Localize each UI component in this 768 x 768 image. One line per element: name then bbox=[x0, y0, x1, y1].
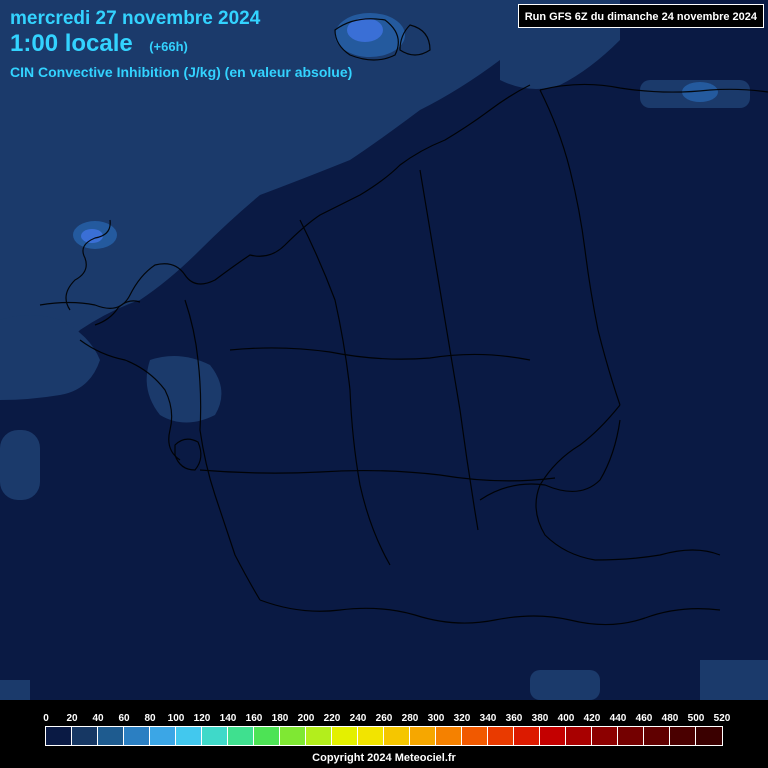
legend-swatch bbox=[46, 727, 72, 745]
legend-tick: 60 bbox=[111, 713, 137, 724]
legend-tick: 280 bbox=[397, 713, 423, 724]
legend-tick: 380 bbox=[527, 713, 553, 724]
legend-swatch bbox=[332, 727, 358, 745]
legend-tick: 80 bbox=[137, 713, 163, 724]
legend-swatch bbox=[592, 727, 618, 745]
legend-tick: 420 bbox=[579, 713, 605, 724]
legend-tick: 20 bbox=[59, 713, 85, 724]
legend-swatch bbox=[670, 727, 696, 745]
forecast-date: mercredi 27 novembre 2024 bbox=[10, 8, 260, 30]
legend-swatch bbox=[98, 727, 124, 745]
legend-swatch bbox=[358, 727, 384, 745]
map-svg bbox=[0, 0, 768, 700]
legend-swatch bbox=[540, 727, 566, 745]
legend-swatch bbox=[488, 727, 514, 745]
forecast-time-line: 1:00 locale (+66h) bbox=[10, 30, 188, 58]
legend-swatch bbox=[462, 727, 488, 745]
legend-tick: 100 bbox=[163, 713, 189, 724]
color-legend: 0204060801001201401601802002202402602803… bbox=[0, 713, 768, 746]
legend-tick: 460 bbox=[631, 713, 657, 724]
legend-tick: 300 bbox=[423, 713, 449, 724]
legend-swatch bbox=[176, 727, 202, 745]
legend-tick: 180 bbox=[267, 713, 293, 724]
legend-tick: 120 bbox=[189, 713, 215, 724]
legend-swatch bbox=[72, 727, 98, 745]
legend-tick: 140 bbox=[215, 713, 241, 724]
legend-swatch bbox=[254, 727, 280, 745]
legend-swatch bbox=[150, 727, 176, 745]
legend-tick: 240 bbox=[345, 713, 371, 724]
legend-tick: 320 bbox=[449, 713, 475, 724]
legend-tick: 260 bbox=[371, 713, 397, 724]
copyright-text: Copyright 2024 Meteociel.fr bbox=[0, 752, 768, 764]
legend-tick: 340 bbox=[475, 713, 501, 724]
legend-swatch bbox=[410, 727, 436, 745]
legend-swatch bbox=[644, 727, 670, 745]
legend-swatch bbox=[306, 727, 332, 745]
legend-tick: 440 bbox=[605, 713, 631, 724]
legend-swatch bbox=[124, 727, 150, 745]
legend-swatch bbox=[228, 727, 254, 745]
legend-tick: 160 bbox=[241, 713, 267, 724]
legend-swatch bbox=[618, 727, 644, 745]
forecast-time: 1:00 locale bbox=[10, 30, 133, 57]
legend-swatch bbox=[514, 727, 540, 745]
legend-tick: 400 bbox=[553, 713, 579, 724]
model-run-text: Run GFS 6Z du dimanche 24 novembre 2024 bbox=[525, 11, 757, 23]
legend-tick: 520 bbox=[709, 713, 735, 724]
legend-tick: 200 bbox=[293, 713, 319, 724]
legend-swatch bbox=[436, 727, 462, 745]
forecast-offset: (+66h) bbox=[149, 39, 188, 54]
parameter-label: CIN Convective Inhibition (J/kg) (en val… bbox=[10, 64, 352, 80]
legend-tick: 500 bbox=[683, 713, 709, 724]
legend-swatch bbox=[384, 727, 410, 745]
legend-swatch bbox=[280, 727, 306, 745]
legend-tick: 40 bbox=[85, 713, 111, 724]
legend-tick: 360 bbox=[501, 713, 527, 724]
legend-swatch bbox=[202, 727, 228, 745]
legend-labels: 0204060801001201401601802002202402602803… bbox=[33, 713, 735, 724]
legend-swatches bbox=[45, 726, 723, 746]
legend-tick: 480 bbox=[657, 713, 683, 724]
legend-tick: 220 bbox=[319, 713, 345, 724]
legend-swatch bbox=[696, 727, 722, 745]
legend-swatch bbox=[566, 727, 592, 745]
legend-tick: 0 bbox=[33, 713, 59, 724]
model-run-box: Run GFS 6Z du dimanche 24 novembre 2024 bbox=[518, 4, 764, 28]
map-area bbox=[0, 0, 768, 700]
